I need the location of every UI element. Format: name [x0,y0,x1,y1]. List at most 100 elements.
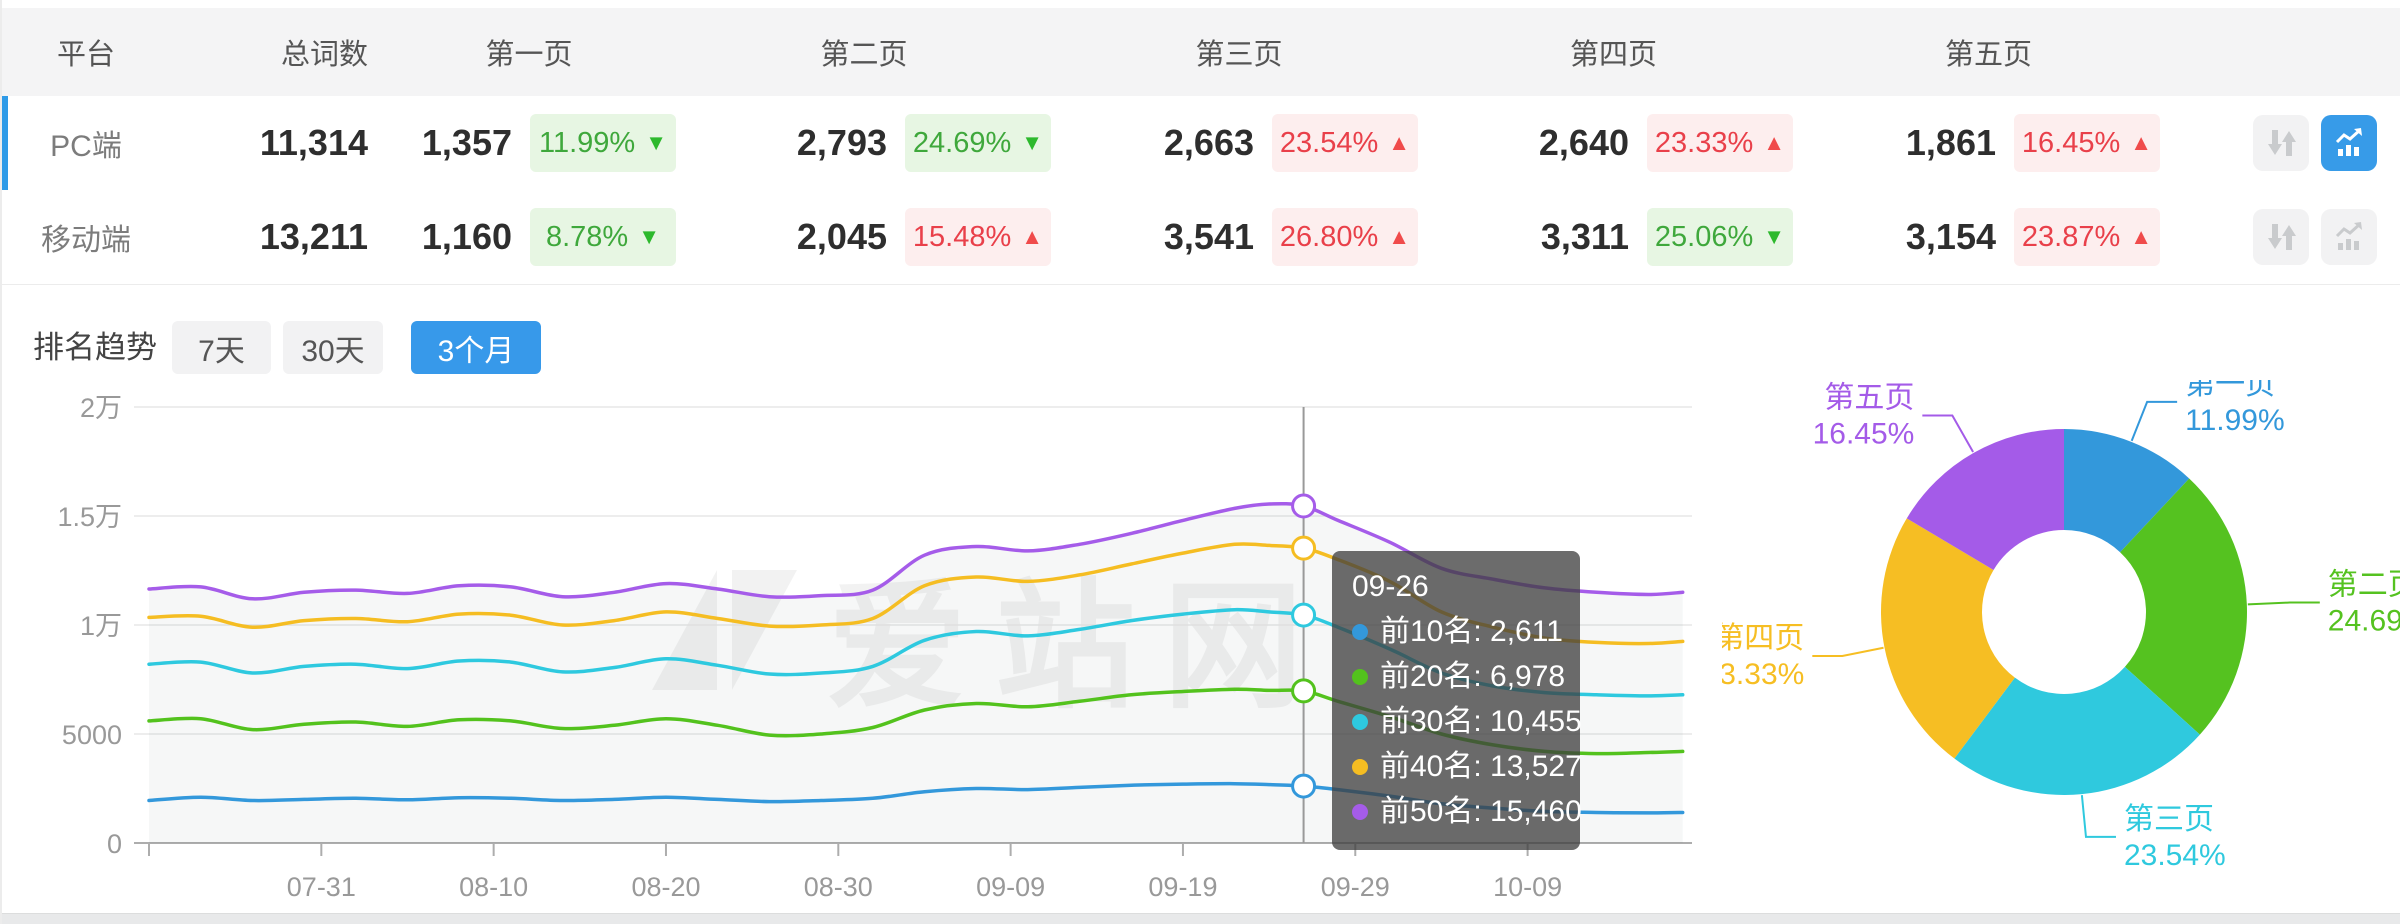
platform-label: PC端 [50,130,122,163]
donut-label-3: 第四页23.33% [1722,622,1804,691]
trend-chart-button[interactable] [2321,209,2377,265]
donut-slice-3[interactable] [1880,518,2015,759]
change-badge: 26.80% ▲ [1272,208,1418,266]
page3-count: 3,541 [1163,216,1254,257]
donut-leader-line-2 [2080,795,2116,838]
page3-count: 2,663 [1163,122,1254,163]
ranking-trend-line-chart[interactable]: 0 5000 1万 1.5万 2万 07-31 08-10 08-20 08-30 09-09 09… [2,380,1722,924]
x-axis-label: 10-09 [1493,872,1562,902]
x-axis-label: 08-10 [459,872,528,902]
change-badge: 8.78% ▼ [530,208,676,266]
x-axis-label: 09-19 [1148,872,1217,902]
trend-chart-icon [2335,128,2362,156]
col-header-platform: 平台 [56,39,115,71]
series-dot-icon [1352,758,1368,775]
page1-count: 1,357 [421,122,512,163]
x-axis-label: 08-20 [631,872,700,902]
table-row-mobile[interactable]: 移动端 13,211 1,160 8.78% ▼ 2,045 15.48% ▲ 3,… [2,190,2400,285]
trend-arrow-icon: ▼ [645,130,667,155]
sort-button[interactable] [2253,209,2309,265]
sort-arrows-icon [2268,224,2296,250]
change-badge: 15.48% ▲ [905,208,1051,266]
donut-slice-1[interactable] [2120,478,2247,735]
donut-leader-line-0 [2130,400,2178,442]
donut-leader-line-4 [1922,414,1974,453]
tooltip-item: 前30名: 10,455 [1352,699,1582,744]
sort-button[interactable] [2253,115,2309,171]
trend-arrow-icon: ▲ [1021,224,1044,249]
total-words-value: 11,314 [259,122,368,163]
change-badge: 11.99% ▼ [530,114,676,172]
x-axis-label: 08-30 [804,872,873,902]
selected-row-indicator [2,96,8,190]
trend-chart-button[interactable] [2321,115,2377,171]
change-badge: 23.33% ▲ [1647,114,1793,172]
y-axis-label: 0 [107,829,122,859]
x-axis-label: 07-31 [287,872,356,902]
page2-count: 2,045 [796,216,887,257]
y-axis-label: 2万 [80,393,122,423]
change-badge: 25.06% ▼ [1647,208,1793,266]
series-dot-icon [1352,623,1368,640]
tab-7-days[interactable]: 7天 [172,321,271,374]
tab-3-months[interactable]: 3个月 [411,321,541,374]
page4-count: 3,311 [1540,216,1629,257]
area-fill [149,503,1683,843]
y-axis-label: 5000 [62,720,122,750]
tooltip-item: 前10名: 2,611 [1352,609,1563,654]
trend-arrow-icon: ▼ [638,224,660,249]
donut-label-0: 第一页 11.99% [2185,380,2285,437]
trend-arrow-icon: ▼ [1021,130,1044,155]
x-axis-label: 09-09 [976,872,1045,902]
change-badge: 24.69% ▼ [905,114,1051,172]
trend-arrow-icon: ▲ [1763,130,1786,155]
page1-count: 1,160 [421,216,512,257]
col-header-page4: 第四页 [1569,39,1657,71]
trend-arrow-icon: ▲ [2130,130,2153,155]
tooltip-item: 前20名: 6,978 [1352,654,1565,699]
x-axis-label: 09-29 [1321,872,1390,902]
page5-count: 3,154 [1905,216,1996,257]
chart-tooltip: 09-26 前10名: 2,611 前20名: 6,978 前30名: 10,455… [1332,551,1582,850]
donut-leader-line-3 [1812,646,1884,657]
donut-slice-4[interactable] [1906,429,2064,571]
table-row-pc[interactable]: PC端 11,314 1,357 11.99% ▼ 2,793 24.69% ▼ 2… [2,96,2400,191]
tab-30-days[interactable]: 30天 [283,321,383,374]
trend-arrow-icon: ▲ [1388,224,1411,249]
total-words-value: 13,211 [259,216,368,257]
trend-arrow-icon: ▼ [1763,224,1786,249]
donut-leader-line-1 [2247,601,2320,606]
col-header-page3: 第三页 [1195,39,1283,71]
crosshair-marker-0 [1291,773,1317,799]
y-axis-label: 1.5万 [57,502,122,532]
trend-range-tabs: 7天 30天 3个月 [172,321,541,374]
tooltip-item: 前50名: 15,460 [1352,789,1582,834]
platform-label: 移动端 [41,224,131,257]
col-header-page5: 第五页 [1944,39,2032,71]
page2-count: 2,793 [796,122,887,163]
change-badge: 23.87% ▲ [2014,208,2160,266]
page5-count: 1,861 [1905,122,1996,163]
table-header-row: 平台 总词数 第一页 第二页 第三页 第四页 第五页 [2,8,2400,96]
donut-label-1: 第二页24.69% [2328,569,2400,638]
donut-slice-2[interactable] [1954,666,2200,795]
crosshair-marker-4 [1291,493,1317,519]
col-header-total-words: 总词数 [280,39,368,71]
change-badge: 16.45% ▲ [2014,114,2160,172]
tooltip-item: 前40名: 13,527 [1352,744,1582,789]
series-dot-icon [1352,668,1368,685]
trend-section-title: 排名趋势 [33,330,157,365]
donut-label-4: 第五页 16.45% [1813,382,1915,451]
trend-arrow-icon: ▲ [1388,130,1411,155]
crosshair-marker-1 [1291,678,1317,704]
tooltip-date: 09-26 [1352,570,1429,603]
series-dot-icon [1352,803,1368,820]
donut-label-2: 第三页 23.54% [2124,803,2226,872]
tooltip-items: 前10名: 2,611 前20名: 6,978 前30名: 10,455 前40名: … [1352,609,1582,834]
trend-arrow-icon: ▲ [2130,224,2153,249]
col-header-page1: 第一页 [485,39,573,71]
sort-arrows-icon [2268,130,2296,156]
donut-slice-0[interactable] [2064,429,2190,553]
